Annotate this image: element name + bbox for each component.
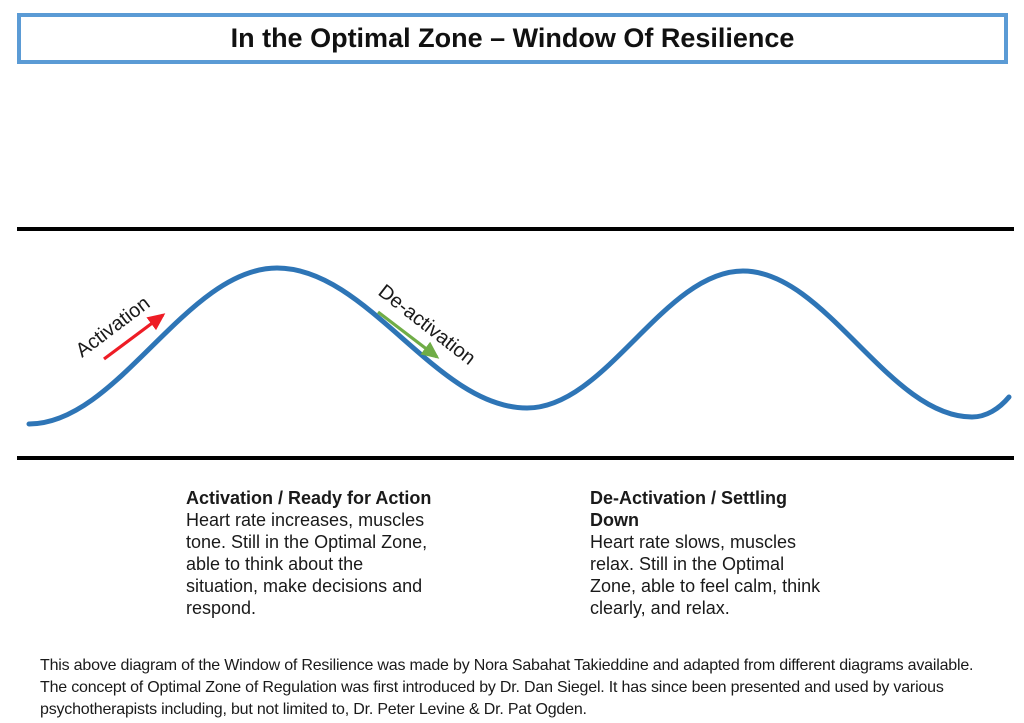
- activation-note-body: Heart rate increases, muscles tone. Stil…: [186, 510, 428, 618]
- activation-arrow-icon: [103, 313, 166, 361]
- activation-note-heading: Activation / Ready for Action: [186, 488, 432, 508]
- deactivation-note-body: Heart rate slows, muscles relax. Still i…: [590, 532, 821, 618]
- page-title: In the Optimal Zone – Window Of Resilien…: [230, 23, 795, 53]
- deactivation-note: De-Activation / Settling Down Heart rate…: [590, 487, 852, 619]
- arousal-wave-curve: [26, 265, 1012, 427]
- title-box: In the Optimal Zone – Window Of Resilien…: [17, 13, 1008, 64]
- attribution-text: This above diagram of the Window of Resi…: [40, 657, 974, 718]
- activation-note: Activation / Ready for Action Heart rate…: [186, 487, 458, 619]
- deactivation-arrow-icon: [377, 310, 440, 359]
- deactivation-note-heading: De-Activation / Settling Down: [590, 488, 788, 530]
